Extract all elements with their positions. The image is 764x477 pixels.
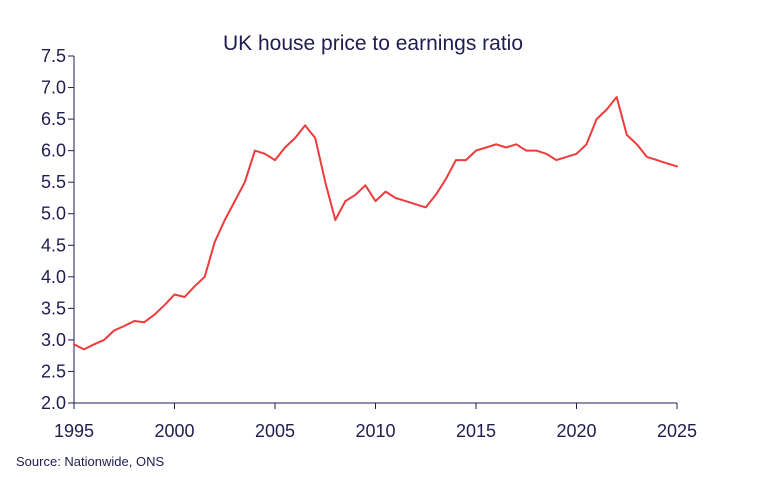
y-tick-label: 6.5 [41,109,66,129]
x-axis: 1995 2000 2005 2010 2015 2020 2025 [54,402,697,441]
x-tick-label: 1995 [54,421,94,441]
y-tick-label: 5.5 [41,172,66,192]
y-tick-label: 2.5 [41,361,66,381]
y-tick-label: 6.0 [41,141,66,161]
x-tick-label: 2015 [456,421,496,441]
x-tick-label: 2010 [355,421,395,441]
x-tick-label: 2005 [255,421,295,441]
chart-title: UK house price to earnings ratio [223,32,523,55]
y-tick-label: 4.0 [41,267,66,287]
x-tick-label: 2025 [657,421,697,441]
y-axis: 2.0 2.5 3.0 3.5 4.0 4.5 5.0 5.5 6.0 6.5 7.0 7.5 [41,46,75,413]
series-group [73,96,678,351]
y-tick-label: 7.5 [41,46,66,66]
y-tick-label: 3.0 [41,330,66,350]
x-tick-label: 2000 [154,421,194,441]
source-note: Source: Nationwide, ONS [16,454,164,469]
y-tick-label: 5.0 [41,204,66,224]
y-tick-label: 2.0 [41,393,66,413]
x-tick-label: 2020 [556,421,596,441]
y-tick-label: 7.0 [41,78,66,98]
series-line-0 [73,96,678,351]
y-tick-label: 3.5 [41,298,66,318]
y-tick-label: 4.5 [41,235,66,255]
